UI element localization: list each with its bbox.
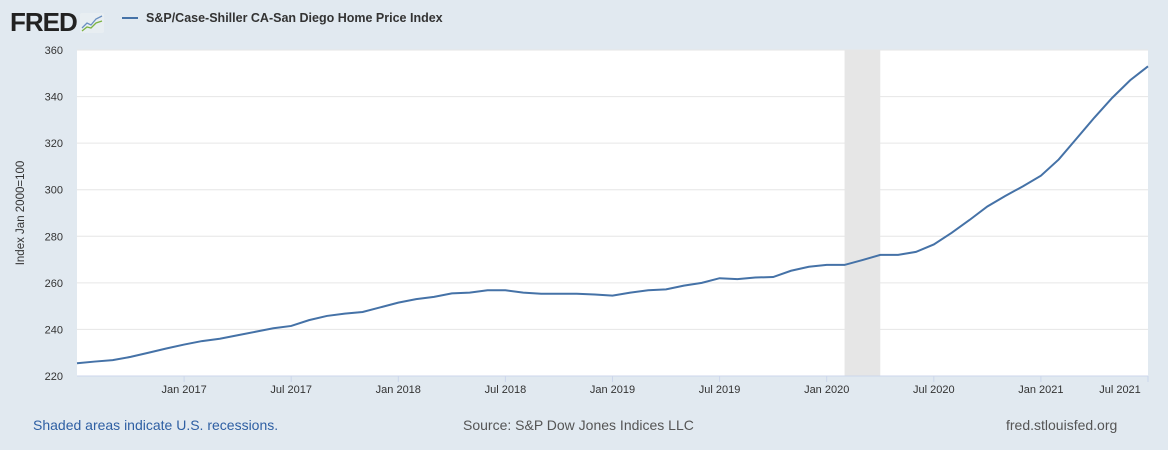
fred-logo-text: FRED bbox=[10, 7, 78, 37]
x-tick-label: Jan 2017 bbox=[161, 384, 206, 396]
source-text: Source: S&P Dow Jones Indices LLC bbox=[463, 417, 694, 433]
y-tick-label: 360 bbox=[45, 45, 63, 57]
x-tick-label: Jan 2021 bbox=[1018, 384, 1063, 396]
legend-label: S&P/Case-Shiller CA-San Diego Home Price… bbox=[146, 11, 443, 25]
y-tick-label: 300 bbox=[45, 185, 63, 197]
x-tick-label: Jul 2019 bbox=[699, 384, 741, 396]
y-tick-label: 340 bbox=[45, 92, 63, 104]
chart-line-icon bbox=[79, 12, 104, 33]
x-tick-label: Jul 2018 bbox=[485, 384, 527, 396]
series-line bbox=[76, 65, 1149, 365]
y-tick-label: 280 bbox=[45, 231, 63, 243]
legend: S&P/Case-Shiller CA-San Diego Home Price… bbox=[122, 11, 443, 25]
x-tick-label: Jul 2020 bbox=[913, 384, 955, 396]
fred-site-link[interactable]: fred.stlouisfed.org bbox=[1006, 417, 1118, 433]
x-tick-label: Jan 2018 bbox=[376, 384, 421, 396]
fred-logo[interactable]: FRED bbox=[10, 7, 104, 38]
x-tick-label: Jul 2021 bbox=[1099, 384, 1141, 396]
legend-swatch bbox=[122, 17, 138, 19]
recession-band bbox=[844, 50, 881, 376]
x-tick-label: Jan 2019 bbox=[590, 384, 635, 396]
y-axis-label: Index Jan 2000=100 bbox=[15, 161, 27, 266]
y-tick-label: 240 bbox=[45, 324, 63, 336]
x-tick-label: Jan 2020 bbox=[804, 384, 849, 396]
x-tick-label: Jul 2017 bbox=[270, 384, 312, 396]
y-tick-label: 260 bbox=[45, 278, 63, 290]
recession-note-link[interactable]: Shaded areas indicate U.S. recessions. bbox=[33, 417, 279, 433]
plot-area bbox=[77, 50, 1148, 376]
y-tick-label: 220 bbox=[45, 371, 63, 383]
y-tick-label: 320 bbox=[45, 138, 63, 150]
line-chart: 220 240 260 280 300 320 340 360 Jan 2017 Jul 2017… bbox=[15, 45, 1149, 396]
